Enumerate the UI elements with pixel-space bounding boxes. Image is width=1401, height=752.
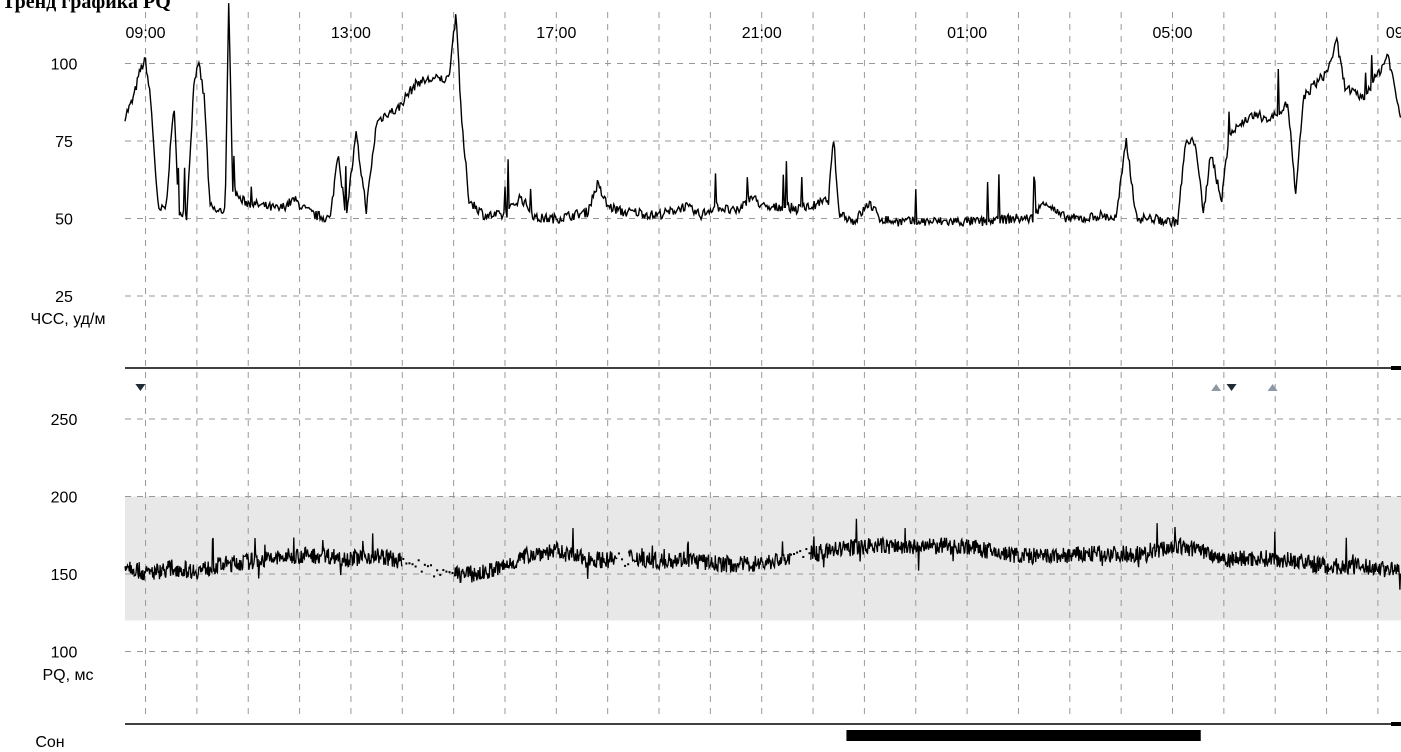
x-tick-label: 21:00 [742,25,782,42]
pq-gap-dot [789,553,792,556]
pq-gap-dot [799,550,802,553]
pq-axis-end [1391,722,1401,726]
event-marker-down [1226,384,1237,391]
hr-axis-end [1391,366,1401,370]
sleep-axis-title: Сон [35,734,64,751]
horizontal-gridlines [125,63,1401,652]
x-tick-label: 17:00 [536,25,576,42]
x-tick-label: 09:00 [126,25,166,42]
pq-y-tick-label: 250 [51,412,78,429]
pq-gap-dot [442,569,445,572]
pq-y-tick-label: 150 [51,567,78,584]
pq-gap-dot [433,575,436,578]
pq-gap-dot [408,562,411,565]
pq-gap-dot [402,557,405,560]
event-marker-up [1211,384,1222,391]
pq-y-tick-label: 100 [51,645,78,662]
pq-gap-dot [445,570,448,573]
x-tick-label: 01:00 [947,25,987,42]
hr-y-tick-label: 50 [55,212,73,229]
pq-y-tick-label: 200 [51,490,78,507]
pq-series-line [124,518,1401,590]
page-title: Тренд графика PQ [2,0,171,13]
pq-gap-dot [411,563,414,566]
event-marker-down [135,384,146,391]
hr-y-tick-label: 25 [55,289,73,306]
pq-gap-dot [423,563,426,566]
x-tick-label: 09 [1386,25,1401,42]
sleep-bar [846,730,1201,741]
pq-gap-dot [451,571,454,574]
hr-axis-title: ЧСС, уд/м [31,311,106,328]
event-marker-up [1267,384,1278,391]
pq-gap-dot [621,558,624,561]
hr-series-line [124,3,1401,229]
pq-gap-dot [796,551,799,554]
pq-gap-dot [426,565,429,568]
hr-y-tick-label: 100 [51,57,78,74]
pq-gap-dot [808,552,811,555]
pq-gap-dot [414,565,417,568]
hr-y-tick-label: 75 [55,134,73,151]
pq-gap-dot [448,571,451,574]
pq-gap-dot [617,552,620,555]
pq-gap-dot [430,564,433,567]
pq-gap-dot [405,562,408,565]
vertical-gridlines [145,12,1379,718]
pq-gap-dot [627,563,630,566]
pq-gap-dot [624,564,627,567]
pq-gap-dot [420,570,423,573]
pq-gap-dot [417,559,420,562]
x-tick-label: 05:00 [1152,25,1192,42]
pq-axis-title: PQ, мс [42,667,93,684]
pq-gap-dot [436,569,439,572]
pq-gap-dot [805,548,808,551]
x-tick-label: 13:00 [331,25,371,42]
pq-gap-dot [793,553,796,556]
pq-gap-dot [802,555,805,558]
pq-gap-dot [439,573,442,576]
